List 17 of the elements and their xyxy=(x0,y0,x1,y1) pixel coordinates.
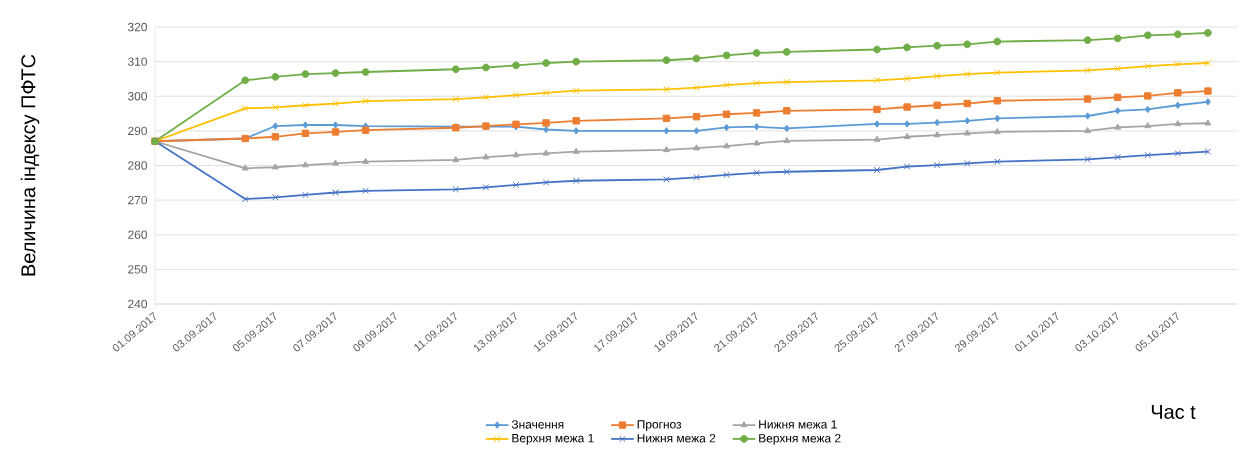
y-tick-label: 270 xyxy=(128,195,148,205)
y-tick-label: 300 xyxy=(127,92,148,101)
legend-label: Значення xyxy=(511,420,564,429)
legend-label: Прогноз xyxy=(637,420,682,431)
y-axis-title: Величина індексу ПФТС xyxy=(20,54,40,276)
y-tick-label: 320 xyxy=(127,22,148,32)
y-tick-label: 240 xyxy=(128,299,148,309)
legend-label: Верхня межа 1 xyxy=(512,434,594,445)
legend-label: Нижня межа 2 xyxy=(637,434,716,443)
legend-label: Нижня межа 1 xyxy=(759,420,837,429)
y-tick-label: 310 xyxy=(127,57,148,66)
legend-label: Верхня межа 2 xyxy=(759,434,841,445)
y-tick-label: 250 xyxy=(128,265,148,274)
y-tick-label: 260 xyxy=(128,230,148,239)
y-tick-label: 290 xyxy=(128,126,148,136)
x-axis-title: Час t xyxy=(1151,405,1196,419)
y-tick-label: 280 xyxy=(128,161,148,170)
